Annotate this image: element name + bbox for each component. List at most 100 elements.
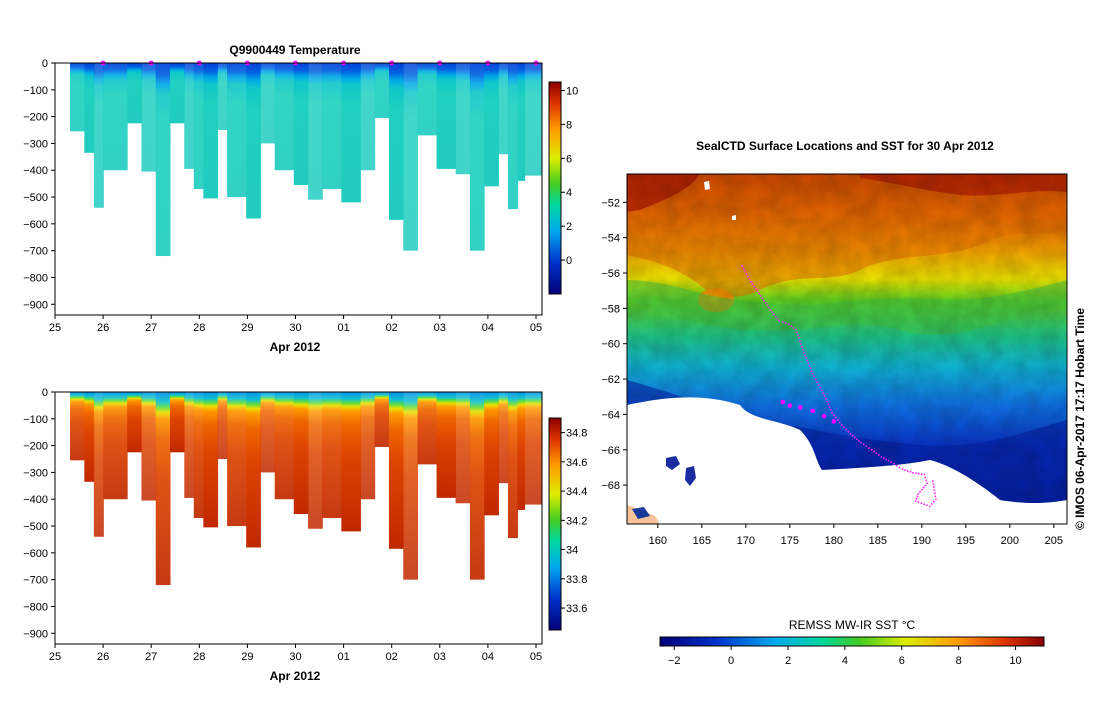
lon-tick-label: 185 (869, 535, 887, 547)
track-point (915, 497, 918, 500)
y-tick-label: −800 (23, 601, 48, 613)
lon-tick-label: 175 (781, 535, 799, 547)
salinity-axes-frame (54, 391, 543, 645)
track-point (838, 421, 841, 424)
track-point (827, 403, 830, 406)
temperature-title: Q9900449 Temperature (229, 43, 361, 57)
surface-location (780, 399, 786, 405)
profile-column (322, 392, 342, 518)
x-tick-label: 25 (49, 322, 61, 334)
profile-column (127, 63, 142, 124)
surface-location (798, 405, 803, 410)
profile-column (93, 392, 104, 537)
profile-column (184, 392, 195, 498)
y-tick-label: −300 (23, 138, 48, 150)
salinity-panel: 0 −100 −200 −300 −400 −500 −600 −700 −800 −900 25… (23, 387, 587, 683)
lat-tick-label: −62 (601, 374, 620, 386)
track-point (764, 302, 767, 304)
track-point (898, 466, 901, 469)
profile-column (70, 392, 85, 461)
track-point (824, 397, 827, 400)
track-point (916, 495, 919, 498)
colorbar-tick-label: 34.4 (566, 486, 587, 498)
salinity-x-label: Apr 2012 (270, 669, 321, 683)
track-point (925, 479, 928, 482)
colorbar-tick-label: 4 (566, 187, 572, 199)
map-lon-ticks: 160 165 170 175 180 185 190 195 200 205 (649, 524, 1063, 547)
track-point (920, 502, 923, 505)
track-point (831, 411, 833, 414)
profile-column (308, 392, 323, 529)
sst-cb-tick-label: 4 (842, 655, 848, 667)
track-point (873, 450, 875, 453)
cloud-gap-1 (704, 181, 710, 190)
track-point (851, 434, 854, 437)
sst-cb-tick-label: 0 (728, 655, 734, 667)
track-point (823, 395, 826, 397)
sst-colorbar-ticks: −2 0 2 4 6 8 10 (668, 646, 1022, 667)
track-point (880, 455, 883, 458)
track-point (747, 275, 750, 278)
sst-cb-tick-label: 6 (899, 655, 905, 667)
colorbar-tick-label: 34.2 (566, 515, 587, 527)
temperature-x-ticks: 25 26 27 28 29 30 01 02 03 04 05 (49, 315, 542, 334)
profile-column (417, 392, 438, 465)
colorbar-tick-label: 0 (566, 255, 572, 267)
track-point (901, 468, 904, 471)
track-point (784, 322, 787, 324)
profile-column (155, 392, 171, 586)
track-point (810, 370, 813, 372)
surface-location (810, 408, 815, 414)
y-tick-label: −100 (23, 85, 48, 97)
x-tick-label: 03 (434, 651, 446, 663)
track-point (862, 443, 865, 446)
sst-cb-tick-label: 10 (1009, 655, 1021, 667)
x-tick-label: 03 (434, 322, 446, 334)
island-1 (666, 456, 680, 470)
x-tick-label: 25 (49, 651, 61, 663)
sst-map-panel: SealCTD Surface Locations and SST for 30… (601, 139, 1068, 667)
profile-column (341, 392, 361, 532)
temperature-columns (70, 63, 542, 257)
profile-column (360, 63, 376, 171)
track-point (895, 464, 898, 467)
track-point (807, 362, 810, 365)
profile-column (341, 63, 361, 203)
profile-column (217, 63, 228, 131)
profile-column (524, 63, 542, 176)
lon-tick-label: 205 (1045, 535, 1063, 547)
track-point (771, 311, 774, 314)
track-point (792, 326, 795, 329)
track-point (934, 498, 937, 501)
track-point (809, 367, 812, 370)
colorbar-tick-label: 8 (566, 119, 572, 131)
lat-tick-label: −66 (601, 445, 620, 457)
track-point (811, 372, 814, 375)
track-point (808, 364, 811, 367)
profile-column (417, 63, 438, 136)
track-point (924, 476, 927, 479)
track-point (909, 470, 912, 473)
track-point (813, 375, 816, 378)
island-2 (685, 466, 696, 486)
track-point (826, 400, 828, 403)
track-point (917, 472, 920, 475)
y-tick-label: −200 (23, 441, 48, 453)
track-point (756, 290, 759, 293)
profile-column (274, 392, 295, 500)
x-tick-label: 26 (97, 651, 109, 663)
track-point (845, 428, 848, 431)
profile-column (141, 392, 157, 501)
lat-tick-label: −60 (601, 339, 620, 351)
y-tick-label: −900 (23, 299, 48, 311)
track-point (912, 471, 914, 474)
y-tick-label: −500 (23, 521, 48, 533)
track-point (800, 343, 802, 345)
y-tick-label: −900 (23, 628, 48, 640)
y-tick-label: −800 (23, 272, 48, 284)
track-point (806, 359, 809, 362)
profile-column (260, 63, 276, 144)
profile-column (103, 392, 128, 500)
profile-column (84, 63, 95, 153)
track-point (767, 306, 770, 309)
